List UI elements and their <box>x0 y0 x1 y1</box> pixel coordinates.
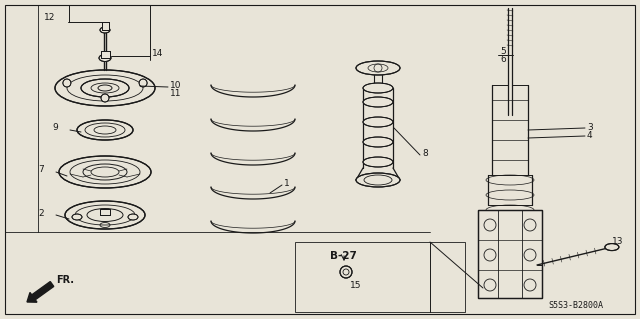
Bar <box>478 210 542 298</box>
Circle shape <box>63 79 71 87</box>
Circle shape <box>101 94 109 102</box>
Text: 2: 2 <box>38 209 44 218</box>
Text: S5S3-B2800A: S5S3-B2800A <box>548 300 603 309</box>
Bar <box>100 51 109 58</box>
Ellipse shape <box>59 156 151 188</box>
Text: 14: 14 <box>152 49 163 58</box>
Ellipse shape <box>72 214 82 220</box>
Ellipse shape <box>55 70 155 106</box>
Text: 12: 12 <box>44 13 55 23</box>
Ellipse shape <box>65 201 145 229</box>
Text: 10: 10 <box>170 80 182 90</box>
Text: 4: 4 <box>587 130 593 139</box>
Bar <box>100 209 110 215</box>
Circle shape <box>340 266 352 278</box>
Text: 7: 7 <box>38 166 44 174</box>
Text: 5: 5 <box>500 48 506 56</box>
Ellipse shape <box>363 157 393 167</box>
Ellipse shape <box>363 137 393 147</box>
Ellipse shape <box>81 79 129 97</box>
Text: 15: 15 <box>350 281 362 291</box>
Text: 11: 11 <box>170 88 182 98</box>
Text: 8: 8 <box>422 149 428 158</box>
Bar <box>100 209 110 215</box>
Ellipse shape <box>100 27 110 33</box>
Circle shape <box>139 79 147 87</box>
Bar <box>102 22 109 30</box>
Ellipse shape <box>356 61 400 75</box>
Bar <box>102 22 109 30</box>
Ellipse shape <box>99 55 111 62</box>
Text: 9: 9 <box>52 123 58 132</box>
Ellipse shape <box>363 97 393 107</box>
Text: 1: 1 <box>284 179 290 188</box>
Ellipse shape <box>356 173 400 187</box>
Bar <box>295 242 465 312</box>
Text: 6: 6 <box>500 56 506 64</box>
Text: FR.: FR. <box>56 275 74 285</box>
Ellipse shape <box>77 120 133 140</box>
Bar <box>478 210 542 298</box>
Ellipse shape <box>363 83 393 93</box>
Text: 3: 3 <box>587 122 593 131</box>
Text: B-27: B-27 <box>330 251 357 261</box>
FancyArrow shape <box>27 282 54 302</box>
Ellipse shape <box>363 117 393 127</box>
Ellipse shape <box>128 214 138 220</box>
Bar <box>100 51 109 58</box>
Ellipse shape <box>605 244 619 250</box>
Text: 13: 13 <box>612 238 623 247</box>
